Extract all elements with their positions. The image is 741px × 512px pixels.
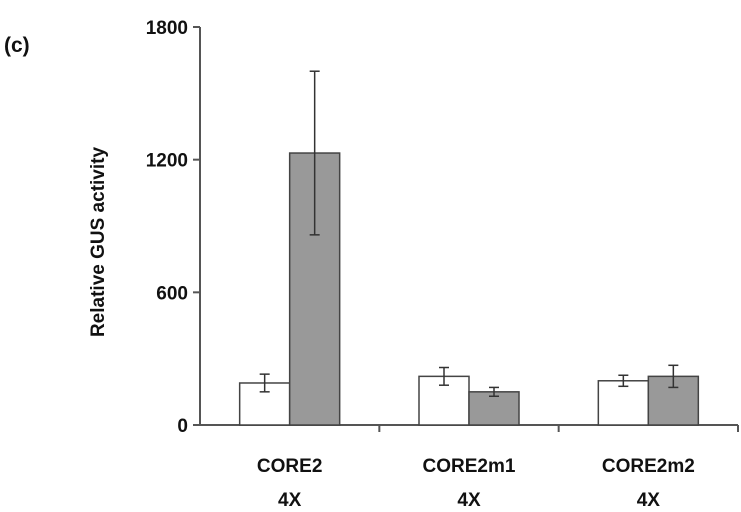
x-tick-label: 4X	[637, 490, 661, 511]
x-tick-label: 4X	[457, 490, 481, 511]
y-tick-label: 600	[156, 283, 188, 304]
panel-label: (c)	[4, 34, 30, 57]
y-tick-label: 0	[177, 416, 188, 437]
y-tick-label: 1800	[146, 18, 188, 39]
plot-area: 0 600 1200 1800 CORE2 4X CORE2m1 4X CORE2m2 4X	[146, 18, 739, 511]
bar	[597, 380, 650, 426]
x-tick-label: CORE2	[257, 456, 322, 477]
x-tick-label: 4X	[278, 490, 302, 511]
x-tick-label: CORE2m2	[602, 456, 695, 477]
y-tick-label: 1200	[146, 151, 188, 172]
y-axis-label: Relative GUS activity	[88, 147, 109, 338]
x-tick-label: CORE2m1	[423, 456, 516, 477]
